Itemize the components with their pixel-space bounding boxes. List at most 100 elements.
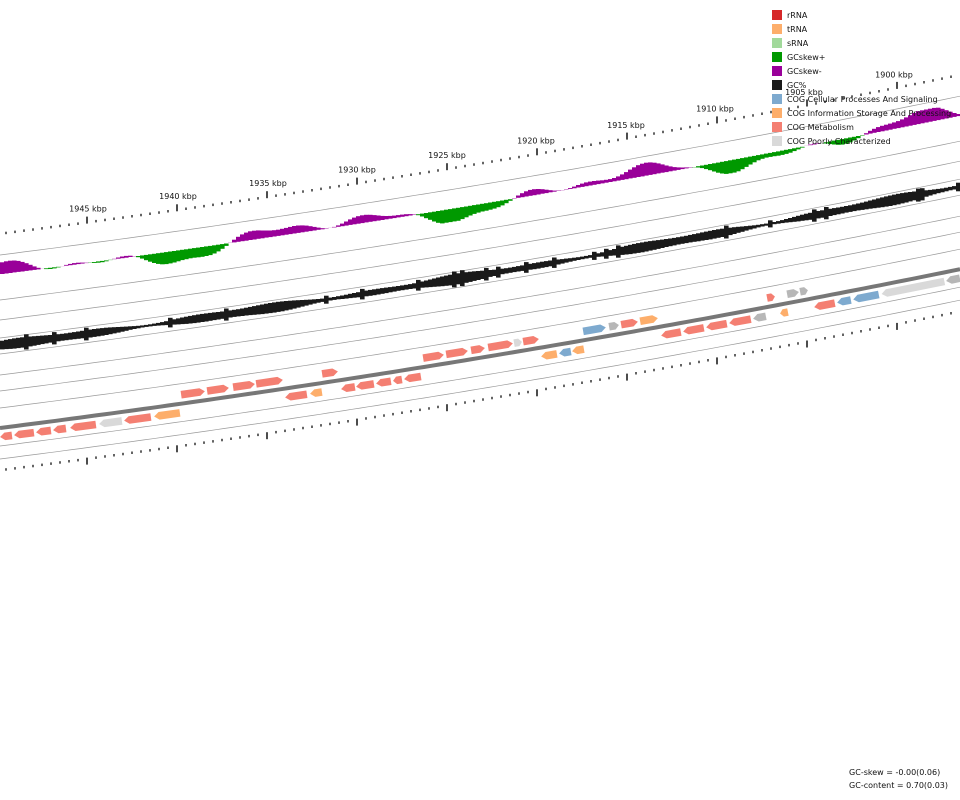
- gc-content-bar: [52, 332, 57, 345]
- gc-skew-bar: [576, 185, 581, 188]
- gc-skew-bar: [344, 221, 349, 226]
- gc-content-bar: [300, 300, 305, 307]
- gc-content-bar: [728, 227, 733, 236]
- guide-line: [0, 215, 960, 376]
- gene-arrow-info: [541, 350, 558, 360]
- gc-content-bar: [408, 284, 413, 289]
- gene-arrow-met: [445, 347, 468, 359]
- gc-content-bar: [312, 299, 317, 304]
- gc-content-bar: [20, 337, 25, 348]
- gc-content-bar: [380, 288, 385, 294]
- gc-content-bar: [108, 327, 113, 335]
- guide-line: [0, 286, 960, 447]
- gc-skew-bar: [760, 154, 765, 159]
- gc-skew-bar: [368, 214, 373, 222]
- legend: rRNA tRNA sRNA GCskew+ GCskew- GC% COG C…: [772, 8, 958, 148]
- ruler-label: 1930 kbp: [338, 166, 376, 175]
- gc-content-bar: [340, 295, 345, 299]
- gc-content-bar: [732, 227, 737, 234]
- gc-content-bar: [304, 299, 309, 306]
- gc-skew-bar: [236, 236, 241, 242]
- gc-content-bar: [480, 270, 485, 279]
- gene-arrow-met: [36, 426, 52, 436]
- gene-arrow-poor: [881, 277, 946, 297]
- gc-skew-bar: [136, 256, 141, 258]
- gc-content-bar: [884, 196, 889, 207]
- gc-content-bar: [580, 256, 585, 260]
- gc-content-bar: [124, 326, 129, 331]
- gc-skew-bar: [532, 189, 537, 196]
- gc-content-bar: [456, 273, 461, 285]
- legend-item-gc-percent: GC%: [772, 78, 958, 92]
- gc-skew-bar: [464, 206, 469, 218]
- gc-skew-bar: [56, 266, 61, 268]
- legend-item-cog-poorly: COG Poorly Characterized: [772, 134, 958, 148]
- gc-content-bar: [140, 325, 145, 328]
- gc-skew-bar: [116, 257, 121, 259]
- gc-content-bar: [224, 308, 229, 321]
- legend-item-cog-metabolism: COG Metabolism: [772, 120, 958, 134]
- gc-content-bar: [324, 295, 329, 304]
- gc-skew-bar: [664, 165, 669, 173]
- gc-content-bar: [616, 245, 621, 258]
- gene-arrow-info: [572, 345, 585, 355]
- gc-skew-bar: [304, 225, 309, 232]
- legend-swatch: [772, 122, 782, 132]
- gc-content-bar: [656, 240, 661, 249]
- gc-skew-bar: [436, 211, 441, 223]
- ruler-label: 1935 kbp: [249, 179, 287, 188]
- gene-feature-track: [0, 274, 960, 441]
- gc-skew-bar: [276, 229, 281, 236]
- gene-arrow-met: [53, 424, 67, 434]
- gc-skew-bar: [808, 144, 813, 146]
- gene-arrow-met: [404, 372, 422, 383]
- gc-content-bar: [232, 309, 237, 317]
- gc-content-bar: [64, 333, 69, 341]
- gc-content-bar: [956, 182, 960, 192]
- gc-content-bar: [404, 284, 409, 290]
- gc-content-bar: [40, 335, 45, 345]
- gene-arrow-met: [356, 380, 375, 390]
- gc-skew-bar: [724, 161, 729, 174]
- gc-skew-bar: [76, 262, 81, 265]
- gc-skew-bar: [364, 214, 369, 223]
- gc-content-bar: [896, 193, 901, 205]
- gc-content-bar: [924, 190, 929, 197]
- gc-content-bar: [644, 241, 649, 252]
- gc-content-bar: [772, 222, 777, 225]
- gc-content-bar: [168, 317, 173, 328]
- gc-skew-bar: [620, 174, 625, 180]
- gc-content-bar: [928, 189, 933, 196]
- gc-skew-bar: [864, 133, 869, 135]
- gc-content-bar: [696, 233, 701, 242]
- gc-skew-bar: [460, 207, 465, 220]
- gc-content-bar: [212, 312, 217, 321]
- gc-skew-bar: [520, 193, 525, 198]
- gc-skew-bar: [356, 216, 361, 224]
- gc-content-bar: [416, 279, 421, 291]
- gc-content-bar: [840, 206, 845, 214]
- gc-skew-bar: [552, 190, 557, 192]
- gc-skew-bar: [100, 260, 105, 263]
- gc-skew-bar: [716, 162, 721, 173]
- gc-skew-bar: [192, 248, 197, 258]
- legend-label: rRNA: [787, 10, 808, 20]
- gc-skew-bar: [956, 114, 960, 117]
- gc-skew-bar: [456, 207, 461, 221]
- gc-content-bar: [0, 340, 5, 350]
- gc-skew-bar: [916, 111, 921, 125]
- gc-skew-bar: [728, 160, 733, 174]
- gc-content-bar: [536, 262, 541, 269]
- gc-content-bar: [208, 312, 213, 321]
- gc-content-bar: [508, 267, 513, 273]
- ruler-label: 1910 kbp: [696, 105, 734, 114]
- gc-content-bar: [368, 289, 373, 296]
- gc-content-bar: [132, 326, 137, 329]
- gc-skew-bar: [444, 209, 449, 223]
- gc-content-bar: [748, 225, 753, 230]
- gc-skew-bar: [244, 232, 249, 241]
- gene-arrow-met: [470, 345, 485, 355]
- gc-content-bar: [336, 296, 341, 300]
- legend-label: COG Information Storage And Processing: [787, 108, 952, 118]
- gc-content-bar: [520, 265, 525, 271]
